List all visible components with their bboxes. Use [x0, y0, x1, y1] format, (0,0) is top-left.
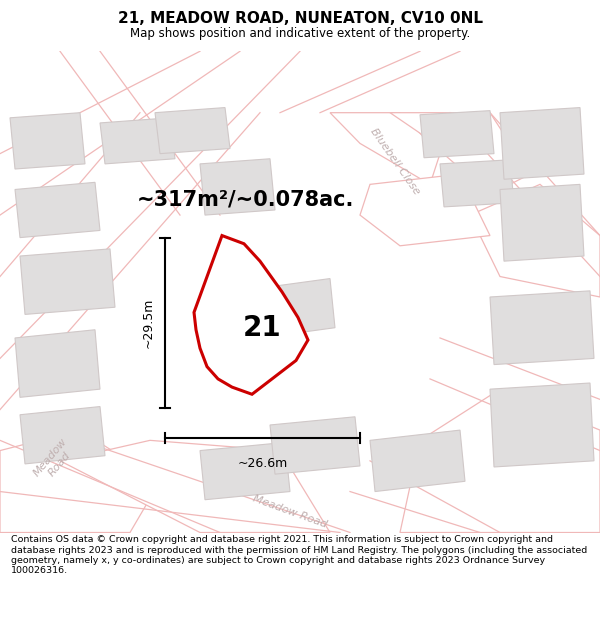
Polygon shape — [500, 107, 584, 179]
Polygon shape — [194, 236, 308, 394]
Polygon shape — [440, 160, 514, 207]
Text: 21: 21 — [242, 314, 281, 342]
Polygon shape — [370, 430, 465, 491]
Polygon shape — [270, 279, 335, 336]
Polygon shape — [20, 406, 105, 464]
Polygon shape — [15, 330, 100, 398]
Text: ~26.6m: ~26.6m — [238, 457, 287, 470]
Text: Meadow
Road: Meadow Road — [32, 436, 78, 486]
Text: Map shows position and indicative extent of the property.: Map shows position and indicative extent… — [130, 27, 470, 40]
Polygon shape — [360, 174, 490, 246]
Polygon shape — [330, 112, 440, 184]
Text: Meadow Road: Meadow Road — [251, 494, 329, 530]
Polygon shape — [10, 112, 85, 169]
Polygon shape — [200, 159, 275, 215]
Polygon shape — [490, 383, 594, 467]
Polygon shape — [155, 107, 230, 154]
Text: ~317m²/~0.078ac.: ~317m²/~0.078ac. — [136, 190, 353, 210]
Polygon shape — [390, 112, 530, 194]
Polygon shape — [15, 182, 100, 238]
Polygon shape — [270, 417, 360, 474]
Polygon shape — [0, 430, 160, 532]
Polygon shape — [400, 389, 600, 532]
Polygon shape — [420, 111, 494, 158]
Polygon shape — [100, 118, 175, 164]
Polygon shape — [500, 184, 584, 261]
Polygon shape — [60, 441, 330, 532]
Text: 21, MEADOW ROAD, NUNEATON, CV10 0NL: 21, MEADOW ROAD, NUNEATON, CV10 0NL — [118, 11, 482, 26]
Polygon shape — [470, 184, 600, 297]
Polygon shape — [490, 291, 594, 364]
Text: ~29.5m: ~29.5m — [142, 298, 155, 348]
Text: Bluebell Close: Bluebell Close — [368, 127, 422, 197]
Polygon shape — [200, 442, 290, 500]
Text: Contains OS data © Crown copyright and database right 2021. This information is : Contains OS data © Crown copyright and d… — [11, 535, 587, 576]
Polygon shape — [20, 249, 115, 314]
